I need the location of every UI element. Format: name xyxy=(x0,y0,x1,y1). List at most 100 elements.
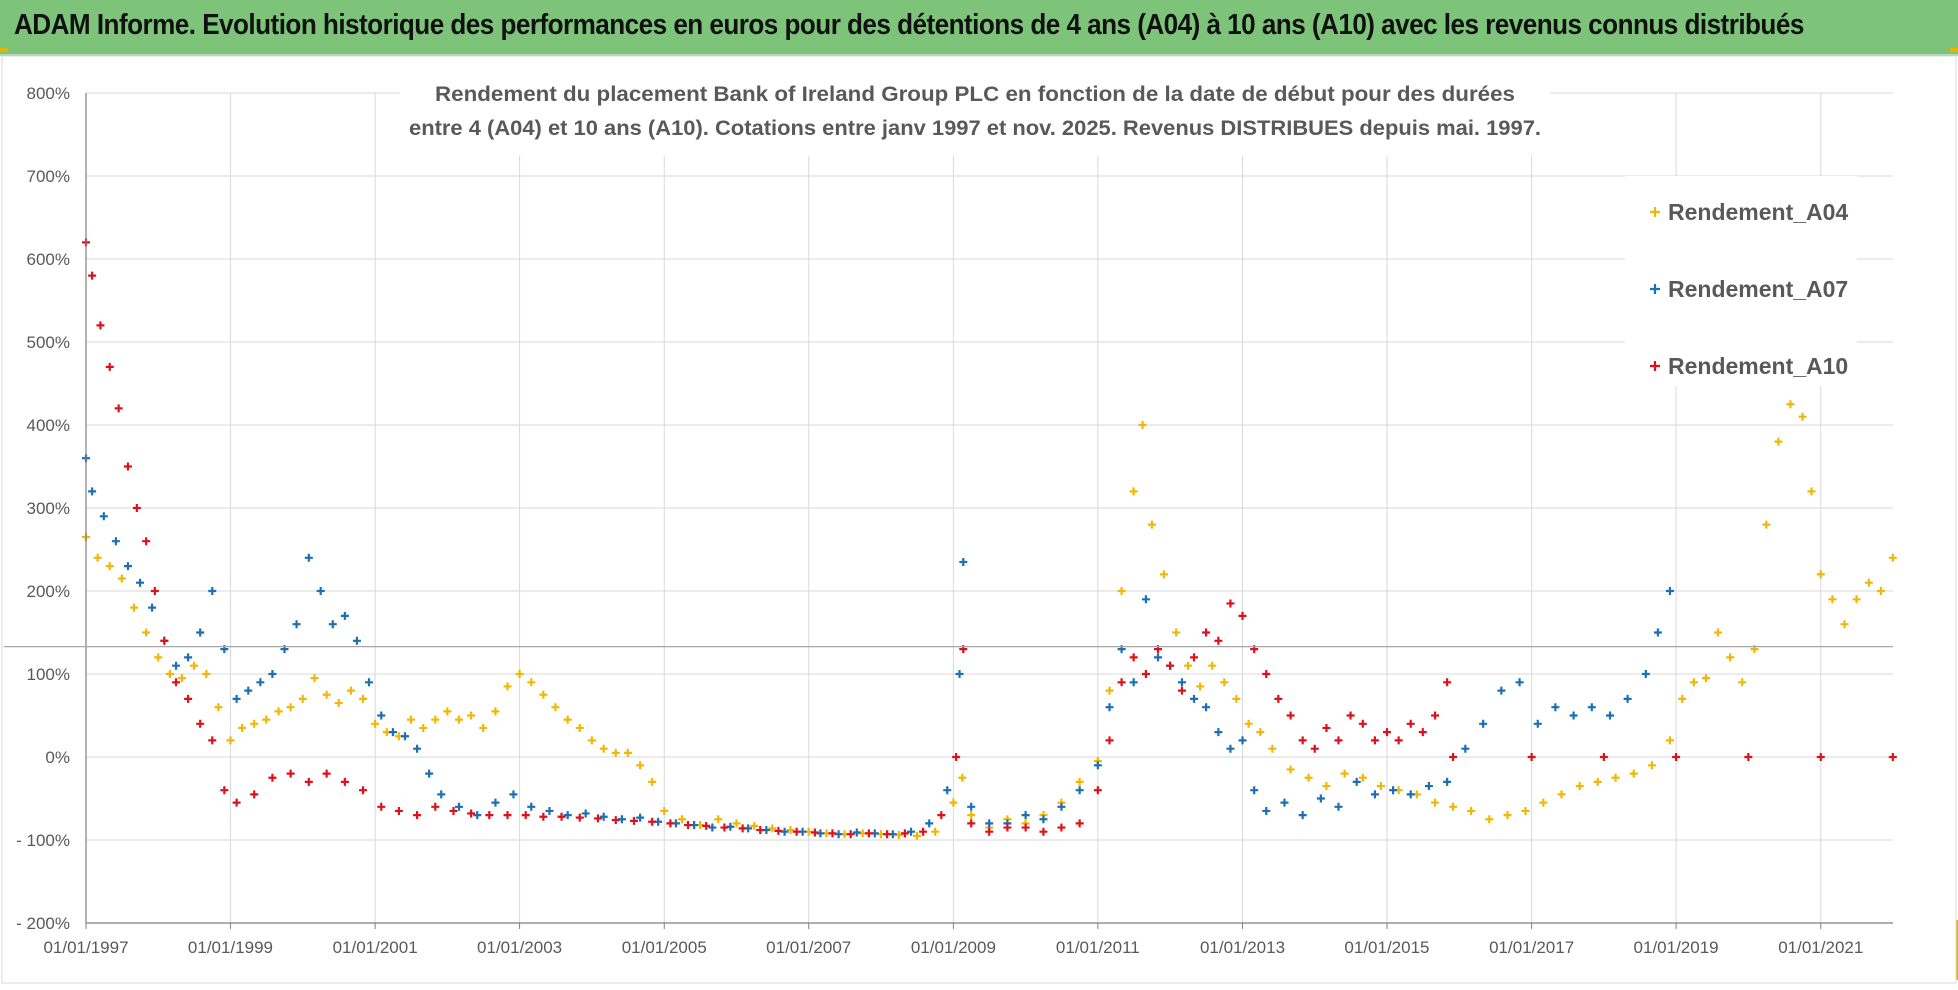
data-point-Rendement_A04 xyxy=(1762,520,1771,529)
data-point-Rendement_A07 xyxy=(401,732,410,741)
data-point-Rendement_A07 xyxy=(244,686,253,695)
y-tick-label: - 100% xyxy=(16,831,70,850)
data-point-Rendement_A04 xyxy=(406,715,415,724)
data-point-Rendement_A07 xyxy=(1533,719,1542,728)
data-point-Rendement_A10 xyxy=(738,824,747,833)
data-point-Rendement_A04 xyxy=(371,719,380,728)
data-point-Rendement_A10 xyxy=(123,462,132,471)
data-point-Rendement_A04 xyxy=(1147,520,1156,529)
data-point-Rendement_A07 xyxy=(1075,786,1084,795)
data-point-Rendement_A10 xyxy=(1527,753,1536,761)
data-point-Rendement_A07 xyxy=(1214,728,1223,737)
data-point-Rendement_A07 xyxy=(1653,628,1662,637)
data-point-Rendement_A04 xyxy=(1075,777,1084,786)
data-point-Rendement_A10 xyxy=(322,769,331,778)
data-point-Rendement_A07 xyxy=(1105,703,1114,712)
data-point-Rendement_A10 xyxy=(467,809,476,818)
chart-title-background xyxy=(400,76,1550,156)
data-point-Rendement_A04 xyxy=(1593,777,1602,786)
data-point-Rendement_A07 xyxy=(1389,786,1398,795)
data-point-Rendement_A04 xyxy=(648,777,657,786)
data-point-Rendement_A04 xyxy=(587,736,596,745)
data-point-Rendement_A07 xyxy=(1154,653,1163,662)
banner-title: ADAM Informe. Evolution historique des p… xyxy=(14,9,1804,41)
data-point-Rendement_A07 xyxy=(959,557,968,566)
data-point-Rendement_A10 xyxy=(377,802,386,811)
data-point-Rendement_A04 xyxy=(539,690,548,699)
data-point-Rendement_A07 xyxy=(123,562,132,571)
data-point-Rendement_A10 xyxy=(1334,736,1343,745)
data-point-Rendement_A04 xyxy=(1557,790,1566,799)
data-point-Rendement_A10 xyxy=(774,826,783,835)
data-point-Rendement_A07 xyxy=(509,790,518,799)
data-point-Rendement_A07 xyxy=(943,786,952,795)
data-point-Rendement_A07 xyxy=(316,587,325,595)
data-point-Rendement_A04 xyxy=(1117,587,1126,595)
data-point-Rendement_A10 xyxy=(394,806,403,815)
corner-marker-top-right xyxy=(1950,48,1958,52)
data-point-Rendement_A07 xyxy=(1515,678,1524,687)
data-point-Rendement_A04 xyxy=(1521,806,1530,815)
data-point-Rendement_A10 xyxy=(142,537,151,546)
data-point-Rendement_A10 xyxy=(1816,753,1825,761)
data-point-Rendement_A07 xyxy=(111,537,120,546)
data-point-Rendement_A04 xyxy=(1665,736,1674,745)
data-point-Rendement_A10 xyxy=(1238,611,1247,620)
data-point-Rendement_A10 xyxy=(304,777,313,786)
data-point-Rendement_A10 xyxy=(449,806,458,815)
data-point-Rendement_A04 xyxy=(1647,761,1656,770)
data-point-Rendement_A04 xyxy=(1208,661,1217,670)
legend-marker-Rendement_A04 xyxy=(1650,207,1660,217)
data-point-Rendement_A04 xyxy=(1828,595,1837,604)
data-point-Rendement_A07 xyxy=(1587,703,1596,712)
data-point-Rendement_A04 xyxy=(1575,782,1584,791)
data-point-Rendement_A10 xyxy=(485,811,494,820)
data-point-Rendement_A07 xyxy=(967,802,976,811)
data-point-Rendement_A04 xyxy=(1358,773,1367,782)
data-point-Rendement_A04 xyxy=(1340,769,1349,778)
data-point-Rendement_A10 xyxy=(268,773,277,782)
data-point-Rendement_A07 xyxy=(1141,595,1150,604)
y-tick-label: 0% xyxy=(45,748,70,767)
data-point-Rendement_A10 xyxy=(1418,728,1427,737)
data-point-Rendement_A10 xyxy=(720,823,729,832)
data-point-Rendement_A04 xyxy=(1786,400,1795,409)
data-point-Rendement_A04 xyxy=(190,661,199,670)
data-point-Rendement_A07 xyxy=(1238,736,1247,745)
data-point-Rendement_A07 xyxy=(268,670,277,678)
data-point-Rendement_A10 xyxy=(88,271,97,280)
data-point-Rendement_A04 xyxy=(636,761,645,770)
data-point-Rendement_A04 xyxy=(250,719,259,728)
data-point-Rendement_A04 xyxy=(1376,782,1385,791)
data-point-Rendement_A04 xyxy=(202,670,211,678)
data-point-Rendement_A07 xyxy=(328,620,337,629)
data-point-Rendement_A10 xyxy=(792,827,801,836)
data-point-Rendement_A07 xyxy=(1250,786,1259,795)
data-point-Rendement_A10 xyxy=(1141,670,1150,678)
data-point-Rendement_A07 xyxy=(1093,761,1102,770)
data-point-Rendement_A04 xyxy=(623,748,632,757)
data-point-Rendement_A07 xyxy=(1177,678,1186,687)
data-point-Rendement_A10 xyxy=(1075,819,1084,828)
data-point-Rendement_A07 xyxy=(1551,703,1560,712)
chart-title: Rendement du placement Bank of Ireland G… xyxy=(400,76,1550,156)
header-banner: ADAM Informe. Evolution historique des p… xyxy=(0,0,1958,56)
data-point-Rendement_A04 xyxy=(912,831,921,840)
data-point-Rendement_A07 xyxy=(1406,790,1415,799)
data-point-Rendement_A07 xyxy=(907,827,916,836)
data-point-Rendement_A10 xyxy=(413,811,422,820)
x-tick-label: 01/01/2009 xyxy=(911,938,996,957)
data-point-Rendement_A04 xyxy=(563,715,572,724)
data-point-Rendement_A10 xyxy=(220,786,229,795)
data-point-Rendement_A04 xyxy=(1714,628,1723,637)
data-point-Rendement_A04 xyxy=(1807,487,1816,496)
data-point-Rendement_A10 xyxy=(1672,753,1681,761)
data-point-Rendement_A04 xyxy=(274,707,283,716)
data-point-Rendement_A10 xyxy=(1286,711,1295,720)
data-point-Rendement_A10 xyxy=(1370,736,1379,745)
data-point-Rendement_A10 xyxy=(1382,728,1391,737)
data-point-Rendement_A07 xyxy=(599,812,608,821)
data-point-Rendement_A07 xyxy=(292,620,301,629)
data-point-Rendement_A07 xyxy=(852,828,861,837)
data-point-Rendement_A10 xyxy=(1214,636,1223,645)
